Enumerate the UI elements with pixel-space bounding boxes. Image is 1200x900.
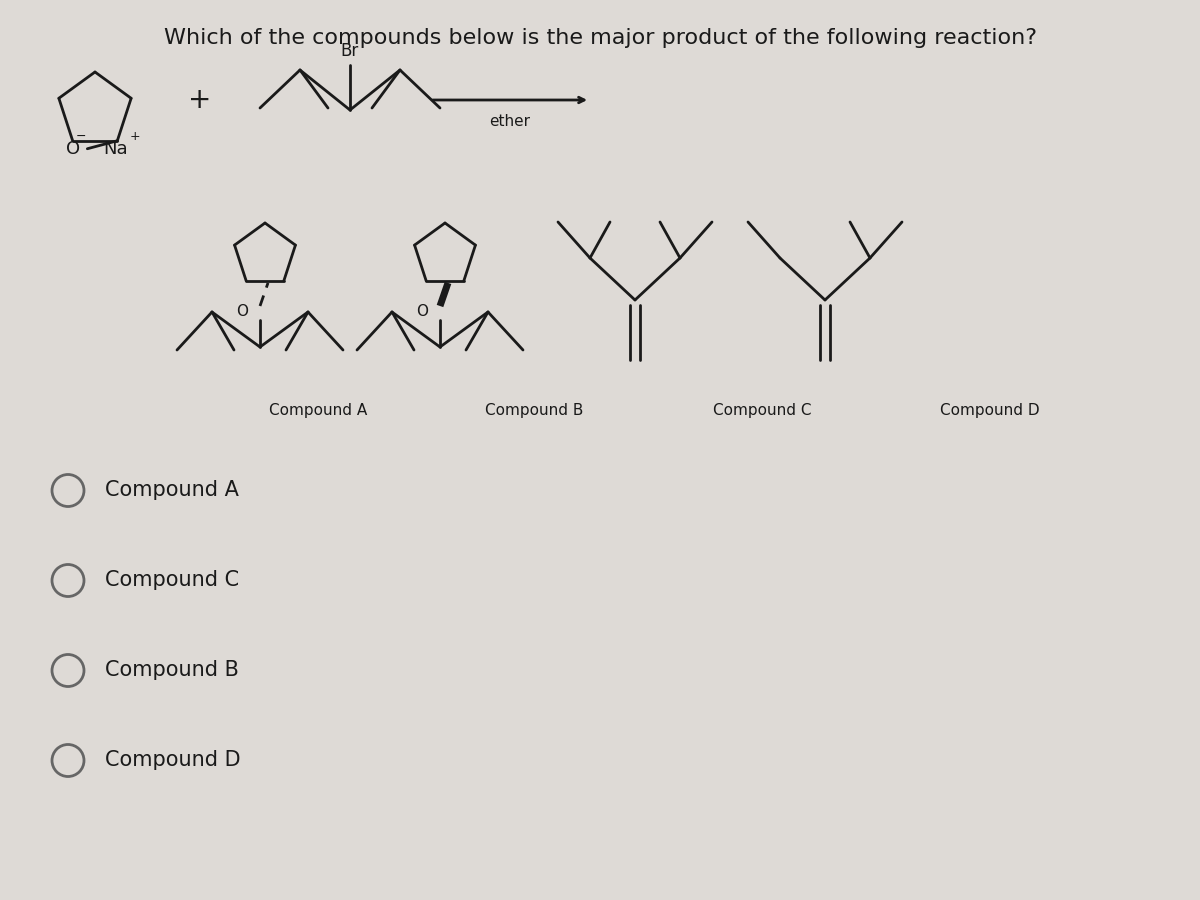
Text: Compound B: Compound B [106,661,239,680]
Text: +: + [130,130,140,143]
Text: ether: ether [490,114,530,130]
Text: Which of the compounds below is the major product of the following reaction?: Which of the compounds below is the majo… [163,28,1037,48]
Text: Compound C: Compound C [713,402,811,418]
Text: +: + [188,86,211,114]
Text: O: O [416,304,428,320]
Text: Compound A: Compound A [269,402,367,418]
Text: Compound C: Compound C [106,571,239,590]
Text: O: O [236,304,248,320]
Text: Br: Br [341,42,359,60]
Text: Na: Na [103,140,127,158]
Text: Compound D: Compound D [940,402,1040,418]
Text: O: O [66,140,80,158]
Text: Compound D: Compound D [106,751,241,770]
Text: −: − [76,130,86,143]
Text: Compound A: Compound A [106,481,239,500]
Text: Compound B: Compound B [485,402,583,418]
